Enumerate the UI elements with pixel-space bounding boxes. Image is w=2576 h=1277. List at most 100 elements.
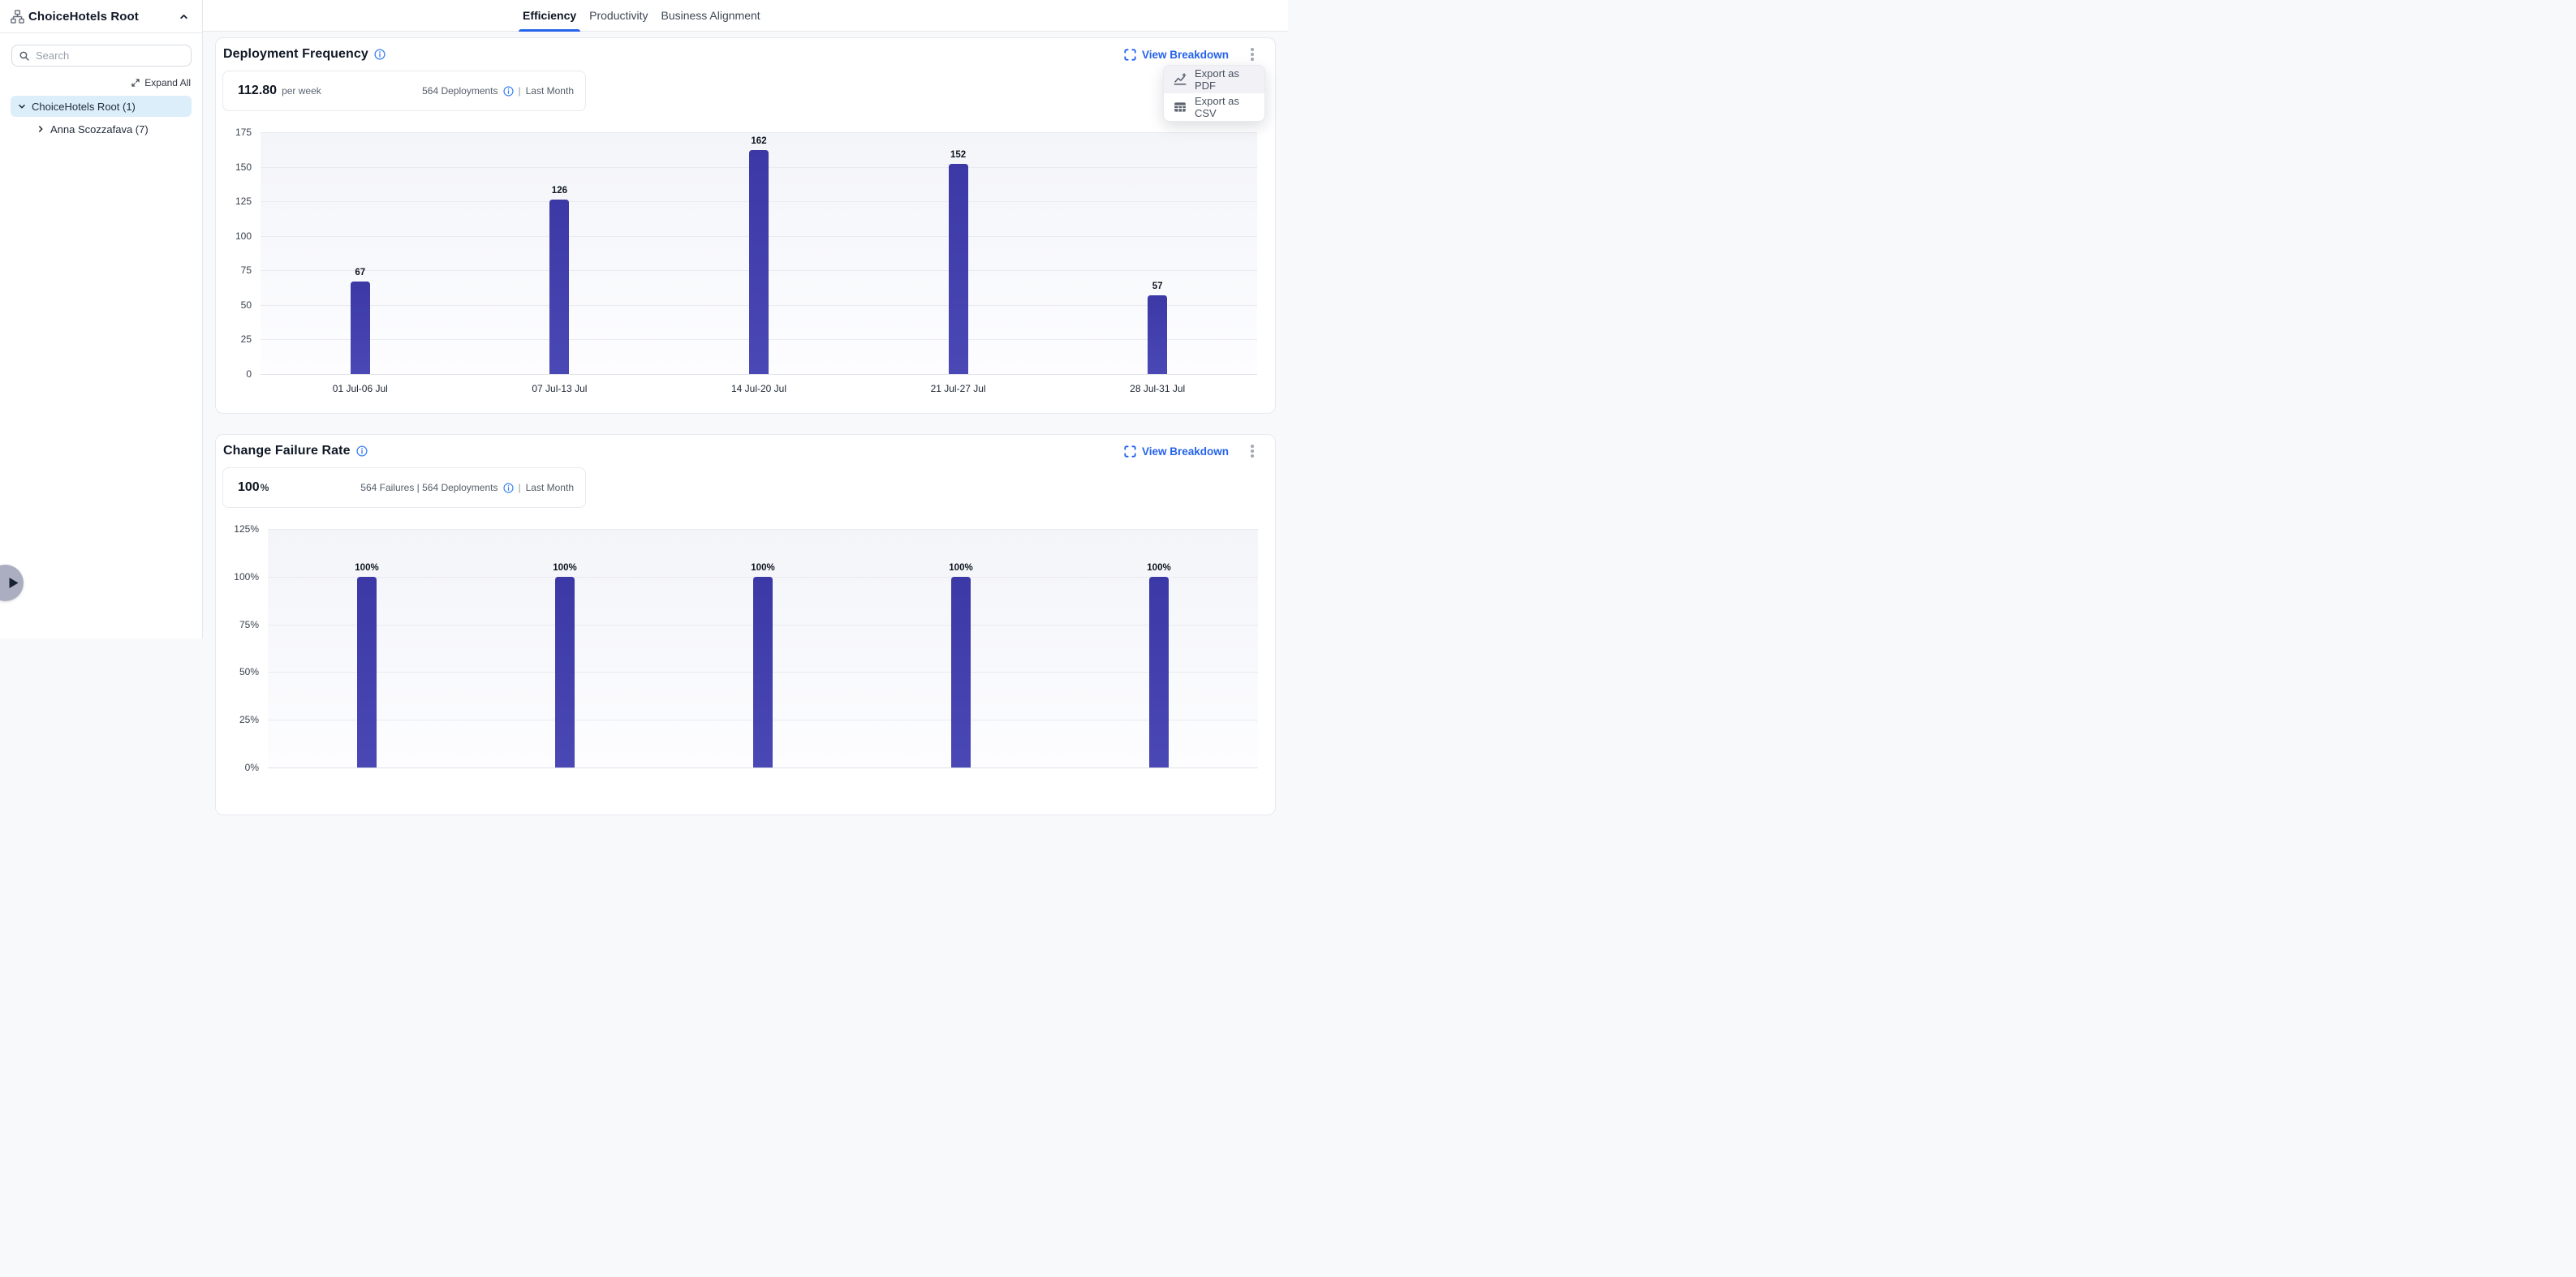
bar-value-label: 57 — [1152, 281, 1163, 291]
x-axis-category-label: 21 Jul-27 Jul — [930, 383, 986, 394]
bar[interactable] — [549, 200, 570, 374]
gridline — [261, 374, 1257, 375]
bar[interactable] — [350, 281, 370, 374]
fullscreen-scan-icon — [1124, 445, 1136, 458]
triangle-right-icon — [9, 578, 19, 588]
view-breakdown-label: View Breakdown — [1141, 48, 1229, 61]
bar[interactable] — [948, 164, 968, 374]
org-tree: ChoiceHotels Root (1) Anna Scozzafava (7… — [0, 96, 202, 140]
fullscreen-scan-icon — [1124, 48, 1136, 61]
view-breakdown-label: View Breakdown — [1141, 445, 1229, 458]
divider: | — [518, 482, 521, 493]
view-breakdown-button[interactable]: View Breakdown — [1124, 445, 1229, 458]
y-axis-tick-label: 0% — [244, 762, 259, 773]
org-hierarchy-icon — [11, 9, 24, 24]
expand-all-label: Expand All — [144, 77, 191, 88]
table-icon — [1174, 101, 1187, 114]
bar[interactable] — [749, 150, 769, 374]
info-icon[interactable] — [502, 482, 514, 493]
info-icon[interactable] — [374, 49, 386, 60]
tab-business-alignment[interactable]: Business Alignment — [661, 9, 760, 22]
top-navigation: Efficiency Productivity Business Alignme… — [203, 0, 1288, 32]
chart-line-icon — [1174, 73, 1187, 86]
kebab-menu-button[interactable] — [1245, 47, 1260, 62]
y-axis-tick-label: 100% — [234, 570, 259, 583]
sidebar-header: ChoiceHotels Root — [0, 0, 202, 33]
bar[interactable] — [753, 576, 773, 767]
y-axis-tick-label: 100 — [235, 230, 252, 242]
stat-period: Last Month — [525, 85, 574, 97]
info-icon[interactable] — [356, 445, 368, 457]
bar[interactable] — [1149, 576, 1169, 767]
y-axis-tick-label: 50% — [239, 666, 259, 678]
y-axis-tick-label: 150 — [235, 161, 252, 173]
stat-meta: 564 Deployments — [422, 85, 498, 97]
bar[interactable] — [951, 576, 971, 767]
bar-value-label: 67 — [355, 267, 366, 277]
x-axis-category-label: 07 Jul-13 Jul — [532, 383, 588, 394]
card-header: Change Failure Rate — [216, 435, 1275, 458]
expand-all-button[interactable]: Expand All — [11, 77, 191, 88]
search-icon — [19, 50, 30, 62]
stat-unit: per week — [282, 85, 321, 97]
change-failure-rate-stat: 100 % 564 Failures | 564 Deployments | L… — [222, 467, 586, 508]
org-sidebar: ChoiceHotels Root Expand All — [0, 0, 203, 638]
bar-value-label: 100% — [751, 562, 775, 573]
gridline — [261, 132, 1257, 133]
y-axis-tick-label: 50 — [240, 299, 252, 311]
search-input[interactable] — [36, 49, 184, 62]
menu-item-export-pdf[interactable]: Export as PDF — [1164, 66, 1264, 93]
bar[interactable] — [357, 576, 377, 767]
sidebar-search[interactable] — [11, 45, 192, 67]
y-axis-tick-label: 125 — [235, 196, 252, 208]
card-title: Deployment Frequency — [223, 47, 368, 61]
stat-value: 100 — [238, 480, 260, 494]
bar-value-label: 126 — [551, 186, 567, 196]
kebab-menu-button[interactable] — [1245, 444, 1260, 458]
deployment-frequency-stat: 112.80 per week 564 Deployments | Last M… — [222, 71, 586, 111]
tab-productivity[interactable]: Productivity — [589, 9, 648, 22]
card-header: Deployment Frequency — [216, 38, 1275, 62]
tree-item-label: Anna Scozzafava (7) — [50, 123, 149, 135]
y-axis-tick-label: 25% — [239, 714, 259, 726]
menu-item-export-csv[interactable]: Export as CSV — [1164, 93, 1264, 121]
tree-item-label: ChoiceHotels Root (1) — [32, 100, 136, 113]
chevron-up-icon — [178, 11, 190, 23]
stat-value: 112.80 — [238, 84, 278, 97]
metric-tabs: Efficiency Productivity Business Alignme… — [519, 0, 765, 32]
y-axis-tick-label: 125% — [234, 523, 259, 535]
info-icon[interactable] — [502, 85, 514, 97]
stat-meta: 564 Failures | 564 Deployments — [360, 482, 498, 493]
card-title: Change Failure Rate — [223, 444, 351, 458]
bar[interactable] — [1148, 295, 1168, 374]
sidebar-title: ChoiceHotels Root — [28, 9, 139, 24]
deployment-frequency-chart: 0 25 50 75 100 125 150 175 67 01 Jul-06 Jul 126 07 … — [216, 38, 1275, 413]
chevron-down-icon[interactable] — [17, 101, 27, 111]
change-failure-rate-chart: 0% 25% 50% 75% 100% 125% 100% 100% 100% 100% 100% — [216, 435, 1275, 815]
bar-value-label: 100% — [553, 562, 577, 573]
bar-value-label: 152 — [950, 150, 967, 161]
bar-value-label: 162 — [751, 136, 767, 147]
divider: | — [518, 85, 521, 97]
sidebar-collapse-button[interactable] — [176, 9, 192, 24]
y-axis-tick-label: 75 — [240, 264, 252, 277]
bar[interactable] — [555, 576, 575, 767]
tree-item-choicehotels-root[interactable]: ChoiceHotels Root (1) — [11, 96, 192, 117]
deployment-frequency-card: 0 25 50 75 100 125 150 175 67 01 Jul-06 Jul 126 07 … — [215, 37, 1276, 414]
tree-item-anna-scozzafava[interactable]: Anna Scozzafava (7) — [11, 118, 192, 140]
x-axis-category-label: 01 Jul-06 Jul — [332, 383, 388, 394]
stat-period: Last Month — [525, 482, 574, 493]
gridline — [268, 767, 1258, 768]
x-axis-category-label: 28 Jul-31 Jul — [1130, 383, 1186, 394]
menu-item-label: Export as CSV — [1195, 95, 1239, 119]
expand-diagonal-icon — [131, 78, 140, 88]
y-axis-tick-label: 75% — [239, 618, 259, 630]
view-breakdown-button[interactable]: View Breakdown — [1124, 49, 1229, 61]
y-axis-tick-label: 25 — [240, 333, 252, 346]
tab-efficiency[interactable]: Efficiency — [519, 0, 581, 32]
stat-unit: % — [260, 482, 269, 493]
bar-value-label: 100% — [1147, 562, 1171, 573]
chevron-right-icon[interactable] — [36, 124, 45, 134]
bar-value-label: 100% — [355, 562, 379, 573]
gridline — [268, 529, 1258, 530]
